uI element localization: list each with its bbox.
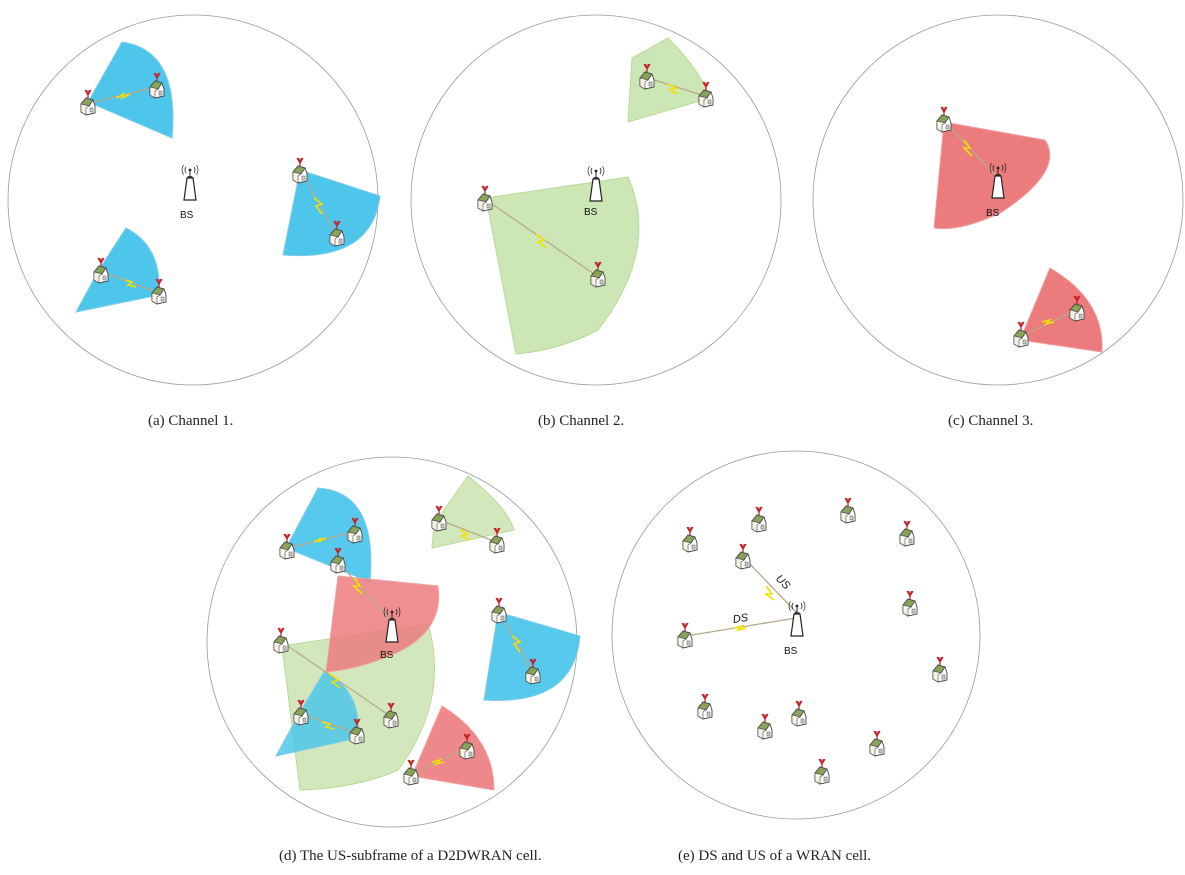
lightning-bolt-icon (431, 758, 445, 766)
sector (281, 623, 436, 791)
house-icon (491, 597, 507, 624)
house-icon (902, 590, 918, 617)
house-icon (677, 622, 693, 649)
caption-d: (d) The US-subframe of a D2DWRAN cell. (279, 848, 542, 864)
lightning-bolt-icon (115, 92, 131, 100)
house-icon (932, 656, 948, 683)
sector (1019, 267, 1103, 353)
sector (411, 705, 495, 791)
sector (87, 41, 174, 139)
sector (282, 169, 381, 257)
house-icon (273, 627, 289, 654)
house-icon (477, 185, 493, 212)
house-icon (697, 693, 713, 720)
house-icon (682, 526, 698, 553)
bs-label: BS (584, 207, 598, 218)
bs-label: BS (380, 650, 394, 661)
d2d-link (499, 611, 533, 673)
panel-a: BS (7, 14, 381, 386)
lightning-bolt-icon (962, 139, 973, 157)
lightning-bolt-icon (321, 721, 335, 730)
house-icon (899, 520, 915, 547)
sector (285, 487, 372, 583)
panel-d: BS (206, 456, 581, 828)
caption-c: (c) Channel 3. (948, 413, 1034, 429)
caption-b: (b) Channel 2. (538, 413, 625, 429)
caption-e: (e) DS and US of a WRAN cell. (678, 848, 872, 864)
house-icon (840, 497, 856, 524)
base-station-icon (181, 164, 199, 201)
house-icon (869, 730, 885, 757)
cell-boundary (611, 450, 981, 820)
bs-label: BS (784, 646, 798, 657)
d2d-link (439, 519, 497, 543)
house-icon (292, 157, 308, 184)
lightning-bolt-icon (313, 197, 324, 215)
lightning-bolt-icon (733, 624, 747, 632)
house-icon (403, 759, 419, 786)
lightning-bolt-icon (1041, 318, 1055, 326)
us-link (943, 120, 999, 179)
house-icon (814, 758, 830, 785)
caption-a: (a) Channel 1. (148, 413, 234, 429)
house-icon (757, 713, 773, 740)
house-icon (791, 700, 807, 727)
panel-c: BS (812, 14, 1184, 386)
us-link (743, 557, 797, 613)
lightning-bolt-icon (535, 233, 547, 249)
sector (933, 121, 1051, 230)
us-link (337, 561, 393, 623)
ds-label: DS (732, 612, 749, 626)
lightning-bolt-icon (329, 673, 341, 689)
panel-b: BS (410, 14, 782, 386)
lightning-bolt-icon (352, 577, 363, 595)
bs-label: BS (180, 210, 194, 221)
d2d-link (301, 171, 337, 236)
sector (325, 575, 440, 673)
sector (483, 611, 581, 701)
lightning-bolt-icon (313, 537, 327, 543)
lightning-bolt-icon (511, 635, 522, 653)
cell-boundary (812, 14, 1184, 386)
cell-boundary (410, 14, 782, 386)
lightning-bolt-icon (667, 83, 679, 95)
house-icon (735, 543, 751, 570)
us-label: US (773, 573, 793, 593)
panel-e: US DS BS (611, 450, 981, 820)
lightning-bolt-icon (763, 585, 775, 601)
lightning-bolt-icon (459, 529, 471, 541)
sector (431, 475, 515, 549)
sector (75, 227, 160, 313)
house-icon (936, 106, 952, 133)
sector (485, 176, 640, 355)
house-icon (751, 506, 767, 533)
d2d-link (647, 77, 706, 97)
lightning-bolt-icon (124, 279, 137, 288)
bs-label: BS (986, 208, 1000, 219)
